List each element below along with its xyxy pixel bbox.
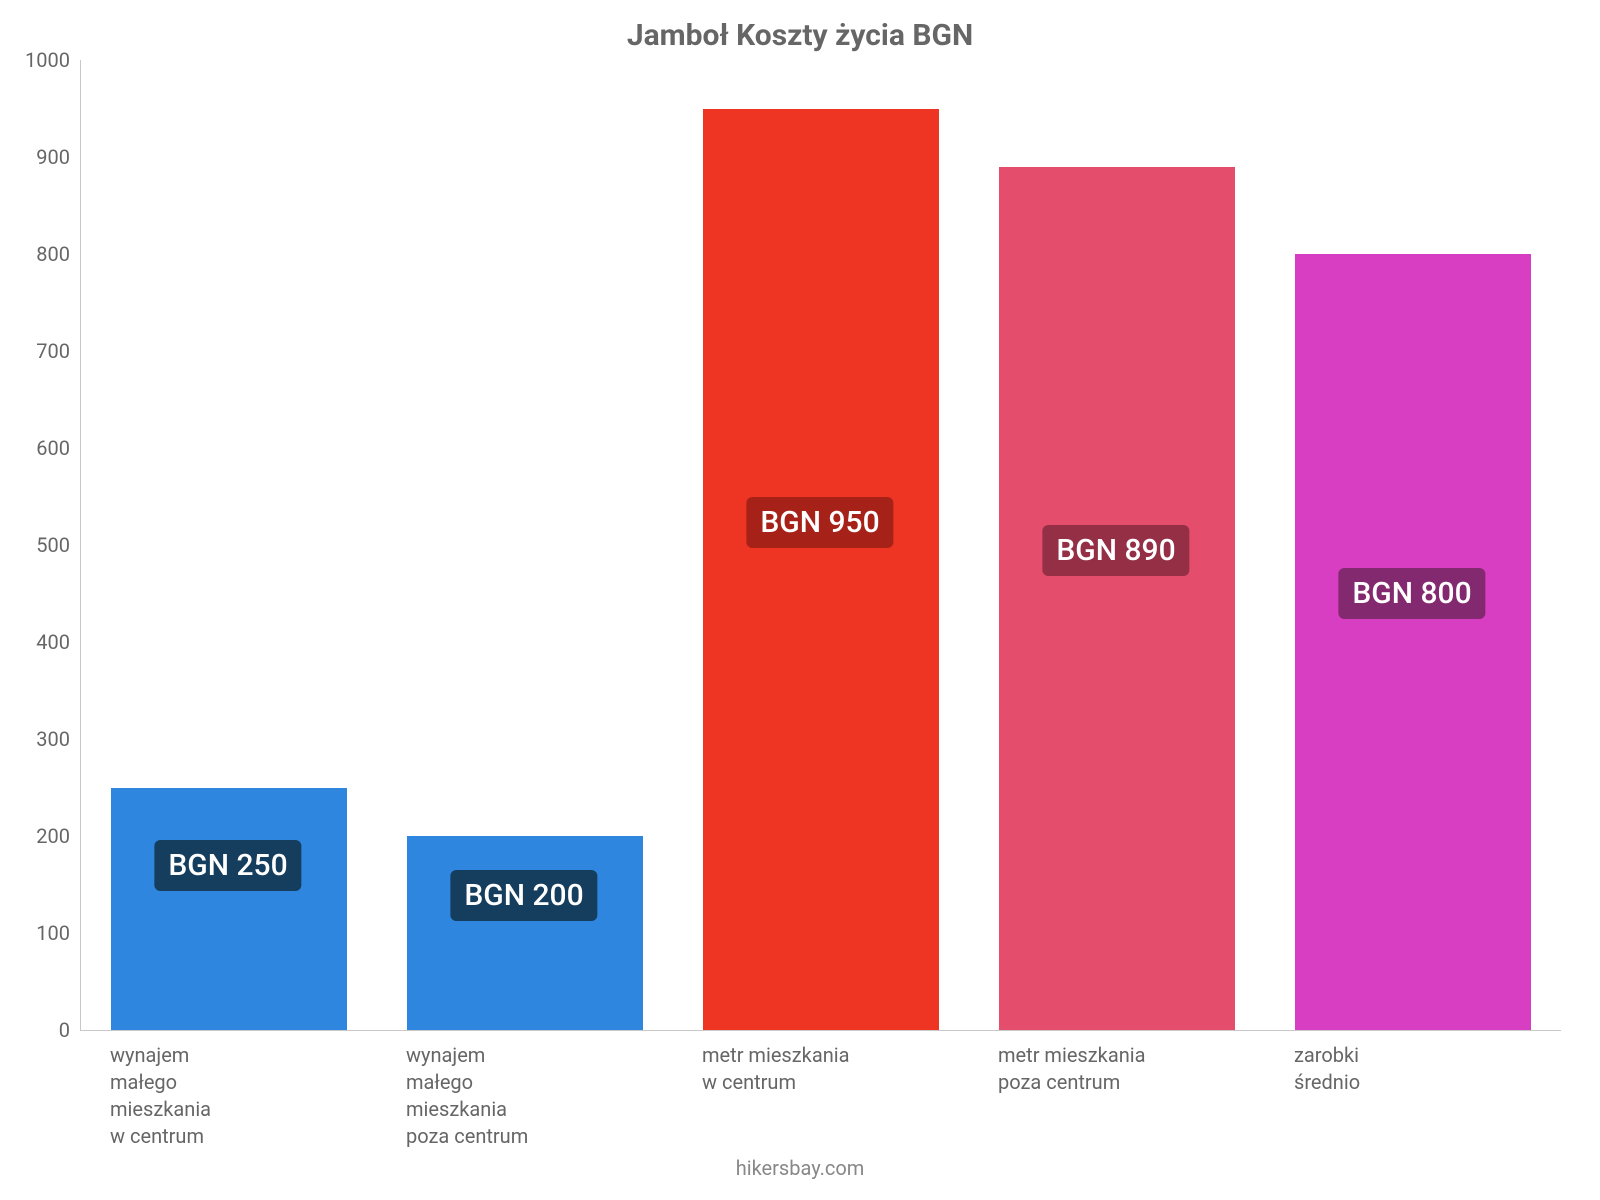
chart-container: Jamboł Koszty życia BGN hikersbay.com 0 1… [0,0,1600,1200]
y-tick-label: 700 [10,339,70,363]
y-tick-label: 100 [10,921,70,945]
y-tick-label: 500 [10,533,70,557]
y-tick-label: 900 [10,145,70,169]
y-tick-label: 600 [10,436,70,460]
y-tick-label: 1000 [10,48,70,72]
bar [1295,254,1531,1030]
x-axis-label: metr mieszkania poza centrum [998,1042,1234,1096]
y-tick-label: 300 [10,727,70,751]
value-badge: BGN 800 [1338,568,1485,619]
bar [407,836,643,1030]
bar [111,788,347,1031]
y-tick-label: 400 [10,630,70,654]
value-badge: BGN 950 [746,497,893,548]
value-badge: BGN 200 [450,870,597,921]
bar [999,167,1235,1030]
chart-credit: hikersbay.com [0,1156,1600,1180]
bar [703,109,939,1031]
x-axis-label: zarobki średnio [1294,1042,1530,1096]
y-tick-label: 800 [10,242,70,266]
y-tick-label: 0 [10,1018,70,1042]
chart-title: Jamboł Koszty życia BGN [0,18,1600,53]
x-axis-label: wynajem małego mieszkania poza centrum [406,1042,642,1150]
x-axis-label: metr mieszkania w centrum [702,1042,938,1096]
value-badge: BGN 890 [1042,525,1189,576]
y-tick-label: 200 [10,824,70,848]
value-badge: BGN 250 [154,840,301,891]
x-axis-label: wynajem małego mieszkania w centrum [110,1042,346,1150]
